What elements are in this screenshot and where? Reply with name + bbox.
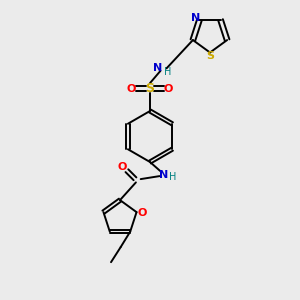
- Text: N: N: [159, 169, 168, 180]
- Text: S: S: [146, 82, 154, 95]
- Text: H: H: [164, 67, 172, 77]
- Text: O: O: [164, 83, 173, 94]
- Text: H: H: [169, 172, 177, 182]
- Text: S: S: [207, 51, 214, 61]
- Text: N: N: [154, 63, 163, 74]
- Text: N: N: [191, 13, 200, 22]
- Text: O: O: [137, 208, 147, 218]
- Text: O: O: [118, 162, 127, 172]
- Text: O: O: [127, 83, 136, 94]
